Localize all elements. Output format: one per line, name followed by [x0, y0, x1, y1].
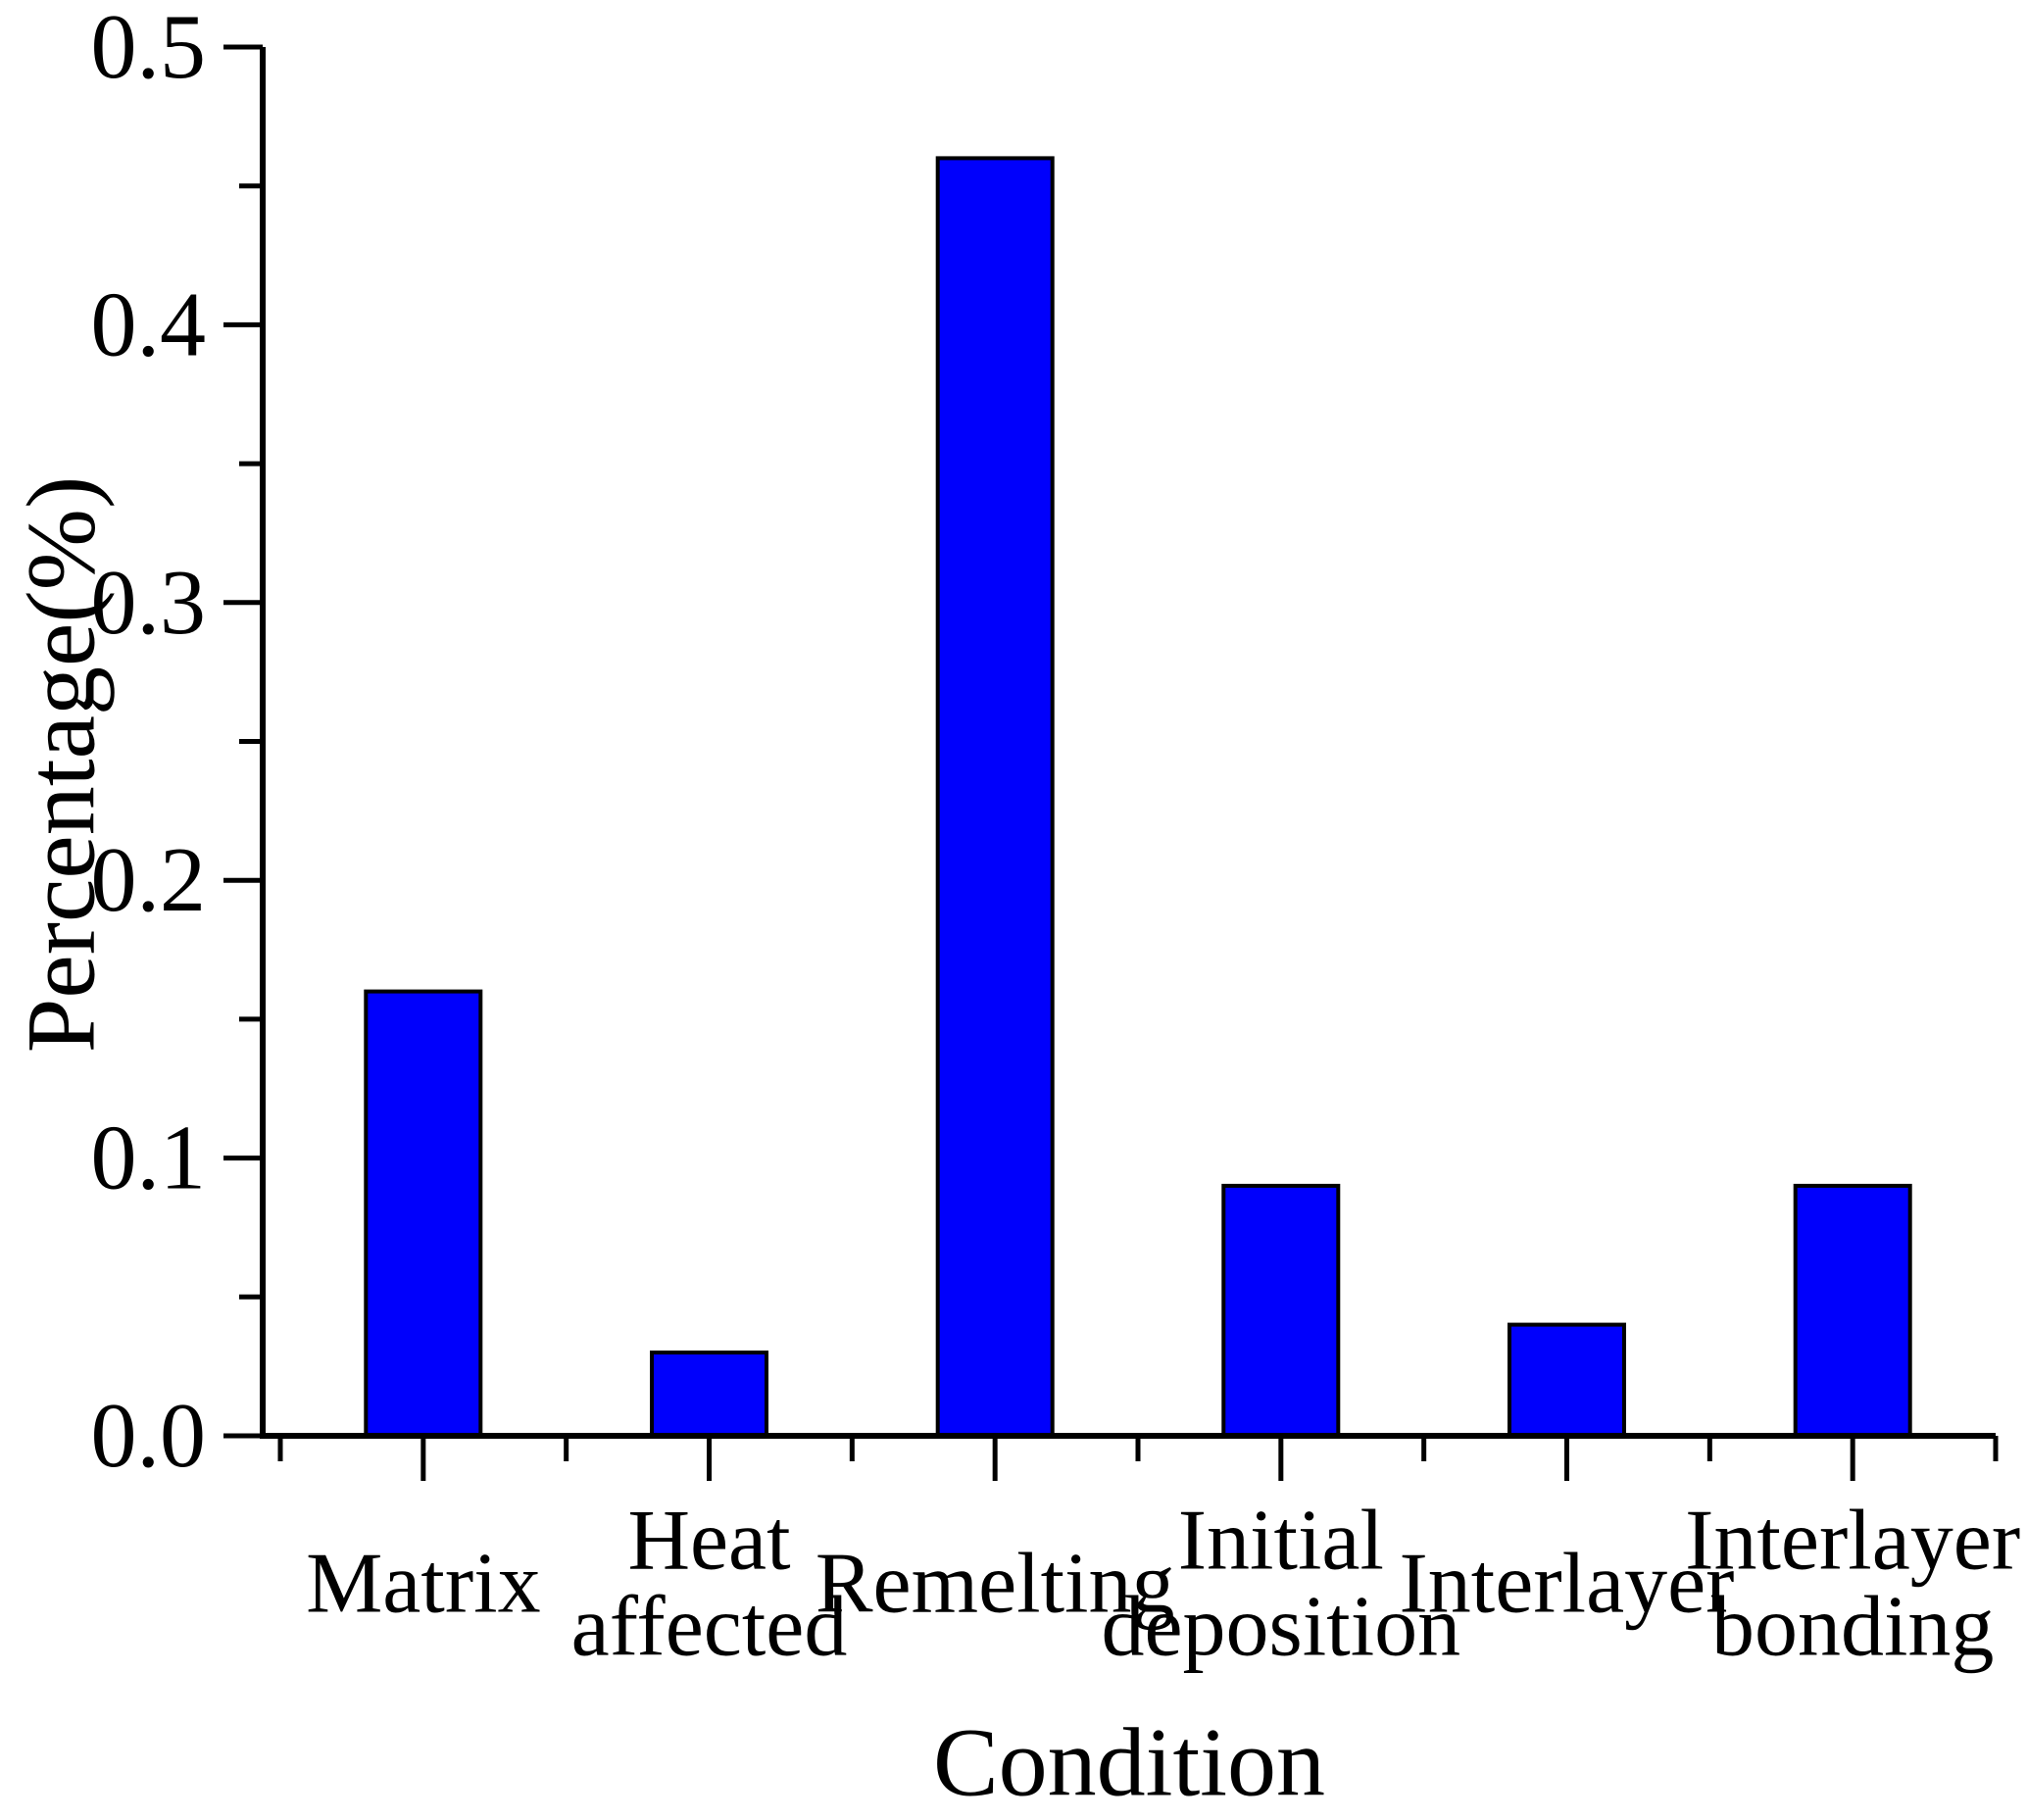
bars-layer: [364, 156, 1912, 1439]
x-category-label-heat-affected: Heat: [627, 1494, 790, 1589]
x-category-label-initial-deposition: Initial: [1178, 1494, 1384, 1589]
bar-interlayer-bonding: [1793, 1183, 1912, 1439]
x-category-label-matrix: Matrix: [306, 1537, 541, 1632]
y-tick-label: 0.3: [91, 552, 207, 654]
x-category-label-initial-deposition: deposition: [1102, 1580, 1461, 1675]
labels-layer: 0.0 0.1 0.2 0.3 0.4 0.5 Matrix HeataffectedReme…: [91, 0, 2021, 1675]
bar-heat-affected: [650, 1351, 768, 1438]
y-tick-label: 0.0: [91, 1385, 207, 1487]
bar-initial-deposition: [1221, 1183, 1341, 1439]
x-category-label-interlayer: Interlayer: [1400, 1537, 1735, 1632]
x-category-label-interlayer-bonding: bonding: [1711, 1580, 1994, 1675]
y-tick-label: 0.2: [91, 829, 207, 931]
x-category-label-heat-affected: affected: [571, 1580, 848, 1675]
bar-interlayer: [1508, 1322, 1626, 1438]
axes-layer: [223, 44, 1999, 1481]
y-axis-title: Percentage(%): [7, 476, 116, 1054]
x-category-label-remelting: Remelting: [816, 1537, 1175, 1632]
bar-matrix: [364, 989, 483, 1438]
x-category-label-interlayer-bonding: Interlayer: [1685, 1494, 2020, 1589]
y-tick-label: 0.1: [91, 1107, 207, 1209]
y-tick-label: 0.5: [91, 0, 207, 98]
bar-remelting: [935, 156, 1055, 1438]
y-tick-label: 0.4: [91, 273, 207, 375]
x-axis-title: Condition: [933, 1708, 1325, 1817]
